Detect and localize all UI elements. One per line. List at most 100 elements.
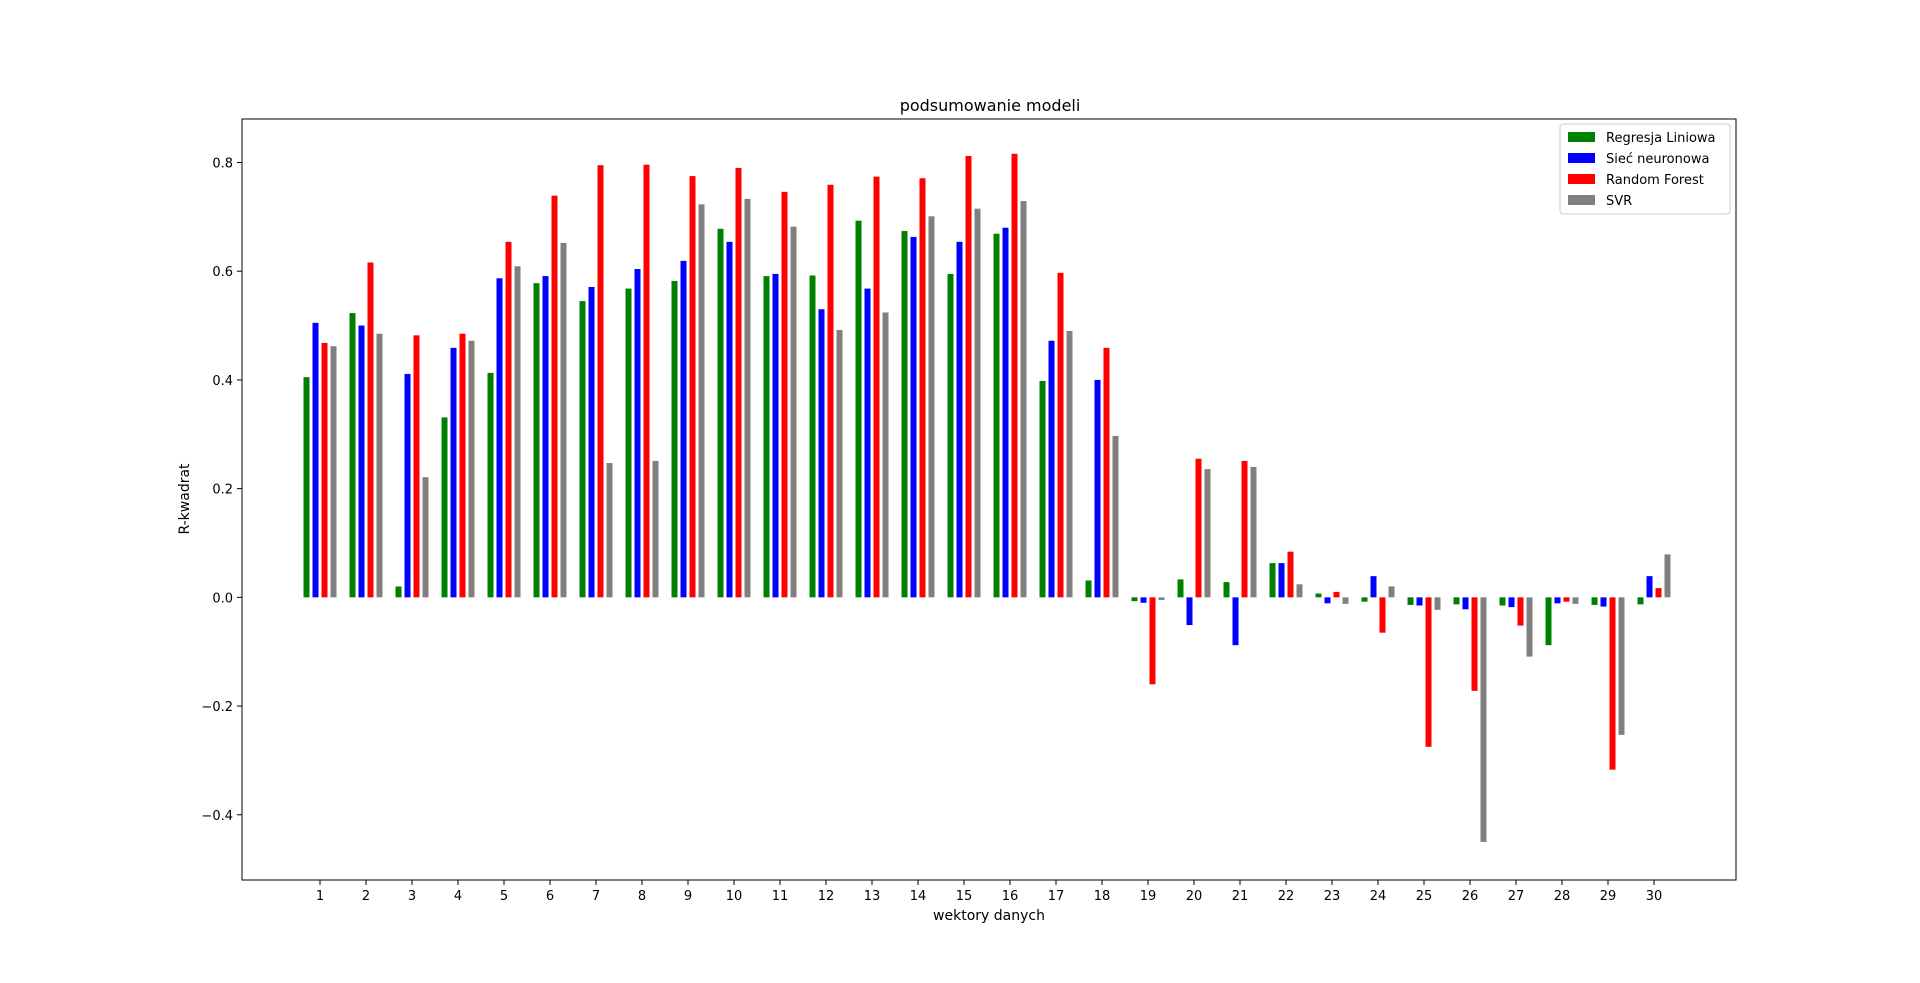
legend-box (1559, 123, 1731, 215)
y-tick-label: −0.4 (201, 809, 233, 824)
bar (1609, 597, 1616, 770)
bar (441, 417, 448, 598)
x-tick-label: 19 (1140, 889, 1157, 904)
y-tick-label: 0.4 (212, 374, 233, 389)
series-1 (303, 220, 1644, 646)
axes-layer (241, 118, 1737, 881)
bar (1048, 340, 1055, 598)
bar (671, 280, 678, 598)
bar (1278, 563, 1285, 598)
bar (1066, 330, 1073, 598)
bar (1140, 597, 1147, 603)
bar (974, 208, 981, 598)
bar (1186, 597, 1193, 626)
bar (367, 262, 374, 598)
legend-swatch (1568, 132, 1595, 142)
x-tick-label: 20 (1186, 889, 1203, 904)
bar (1425, 597, 1432, 747)
bar (1177, 579, 1184, 598)
bar (597, 165, 604, 598)
x-tick-label: 29 (1600, 889, 1617, 904)
x-tick-label: 28 (1554, 889, 1571, 904)
bar (321, 342, 328, 598)
x-tick-label: 7 (592, 889, 600, 904)
bar (717, 228, 724, 598)
bar (1094, 379, 1101, 598)
bar (1085, 580, 1092, 598)
bar (1480, 597, 1487, 842)
bar (588, 286, 595, 598)
bar (680, 260, 687, 598)
y-ticks: −0.4 −0.2 0.0 0.2 0.4 0.6 0.8 (201, 156, 242, 824)
legend-swatch (1568, 174, 1595, 184)
bar (312, 322, 319, 598)
bar (1637, 597, 1644, 605)
bar (1517, 597, 1524, 626)
x-tick-label: 10 (726, 889, 743, 904)
x-tick-label: 13 (864, 889, 881, 904)
x-axis-label: wektory danych (933, 908, 1045, 924)
bar (1269, 563, 1276, 598)
plot-frame (241, 118, 1737, 881)
bar (1223, 582, 1230, 598)
bar (625, 288, 632, 598)
x-tick-label: 27 (1508, 889, 1525, 904)
bar (551, 195, 558, 598)
x-tick-label: 24 (1370, 889, 1387, 904)
bar (1655, 588, 1662, 598)
bar (496, 278, 503, 598)
x-tick-label: 18 (1094, 889, 1111, 904)
bar (468, 340, 475, 598)
bar (726, 241, 733, 598)
bar (744, 198, 751, 598)
bar (652, 460, 659, 598)
bars-layer (303, 153, 1671, 842)
bar (1131, 597, 1138, 602)
bar (1462, 597, 1469, 610)
bar (1039, 381, 1046, 598)
chart-title: podsumowanie modeli (900, 96, 1081, 115)
bar (1591, 597, 1598, 605)
bar (1370, 576, 1377, 598)
bar (735, 167, 742, 598)
bar (358, 325, 365, 598)
bar (1149, 597, 1156, 685)
bar (947, 273, 954, 598)
legend-label: Random Forest (1606, 173, 1704, 188)
bar (1296, 584, 1303, 598)
bar (1563, 597, 1570, 602)
bar (827, 184, 834, 598)
legend-label: Regresja Liniowa (1606, 131, 1716, 146)
bar (1600, 597, 1607, 607)
x-tick-label: 8 (638, 889, 646, 904)
bar (533, 283, 540, 598)
bar (1618, 597, 1625, 735)
bar (790, 226, 797, 598)
bar (579, 301, 586, 598)
series-4 (330, 198, 1671, 842)
y-tick-label: −0.2 (201, 700, 233, 715)
bar (1204, 469, 1211, 598)
bar (487, 372, 494, 598)
bar (855, 220, 862, 598)
bar (422, 477, 429, 598)
bar (1020, 201, 1027, 598)
bar (818, 309, 825, 598)
bar (643, 164, 650, 598)
legend-label: SVR (1606, 194, 1632, 209)
bar (1287, 551, 1294, 598)
bar (450, 347, 457, 598)
bar (809, 275, 816, 598)
bar (1195, 458, 1202, 598)
bar (1664, 554, 1671, 598)
x-tick-label: 25 (1416, 889, 1433, 904)
y-axis-label: R-kwadrat (177, 463, 193, 535)
bar (772, 273, 779, 598)
x-ticks: 1 2 3 4 5 6 7 8 9 10 11 12 13 14 15 16 17 18 19 20 21 22 23 24 2… (316, 880, 1662, 904)
bar (1545, 597, 1552, 646)
bar (1241, 460, 1248, 598)
bar (330, 346, 337, 598)
bar (1646, 576, 1653, 598)
y-tick-label: 0.0 (212, 591, 233, 606)
